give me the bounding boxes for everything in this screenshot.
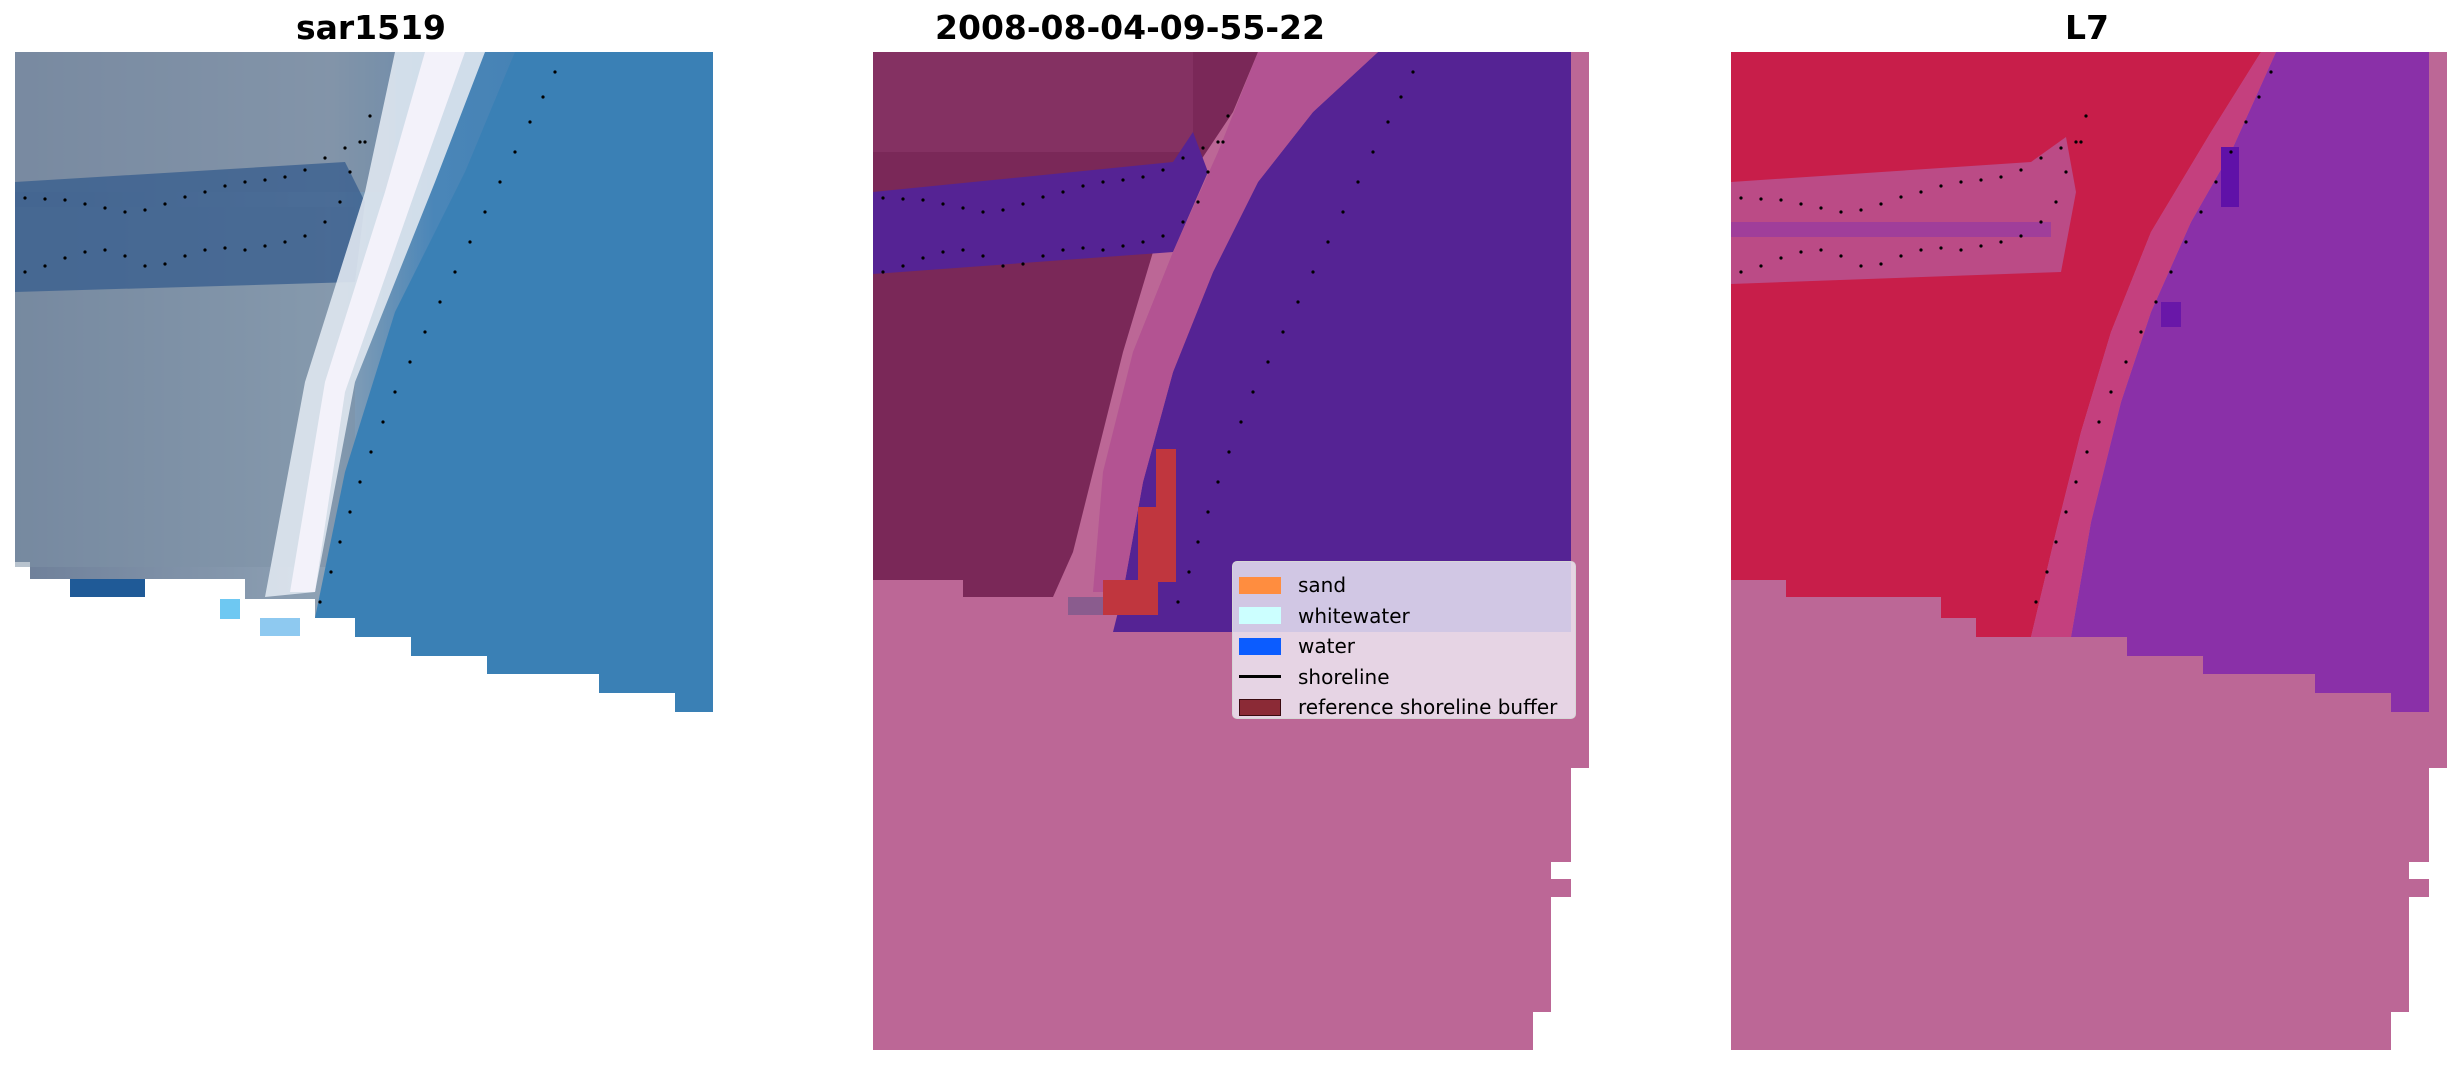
legend-item-sand: sand bbox=[1239, 570, 1575, 601]
legend-item-water: water bbox=[1239, 631, 1575, 662]
legend-item-whitewater: whitewater bbox=[1239, 601, 1575, 632]
probability-image bbox=[1731, 52, 2447, 1050]
legend-label-reference-buffer: reference shoreline buffer bbox=[1298, 695, 1558, 720]
whitewater-swatch bbox=[1239, 607, 1281, 625]
reference-buffer-swatch bbox=[1239, 698, 1281, 716]
panel-title-probability: L7 bbox=[2065, 8, 2109, 47]
legend-label-whitewater: whitewater bbox=[1298, 603, 1410, 628]
legend: sand whitewater water shoreline referenc… bbox=[1232, 561, 1576, 719]
legend-label-water: water bbox=[1298, 634, 1355, 659]
rgb-image bbox=[15, 52, 713, 712]
classification-panel bbox=[873, 52, 1589, 1050]
classification-image bbox=[873, 52, 1589, 1050]
rgb-image-panel bbox=[15, 52, 713, 712]
legend-item-shoreline: shoreline bbox=[1239, 662, 1575, 693]
probability-panel bbox=[1731, 52, 2447, 1050]
panel-title-rgb: sar1519 bbox=[295, 8, 447, 47]
legend-label-shoreline: shoreline bbox=[1298, 664, 1390, 689]
panel-title-classification: 2008-08-04-09-55-22 bbox=[935, 8, 1325, 47]
water-swatch bbox=[1239, 637, 1281, 655]
sand-swatch bbox=[1239, 576, 1281, 594]
legend-label-sand: sand bbox=[1298, 573, 1347, 598]
shoreline-line-swatch bbox=[1239, 675, 1281, 679]
legend-item-reference-buffer: reference shoreline buffer bbox=[1239, 692, 1575, 723]
